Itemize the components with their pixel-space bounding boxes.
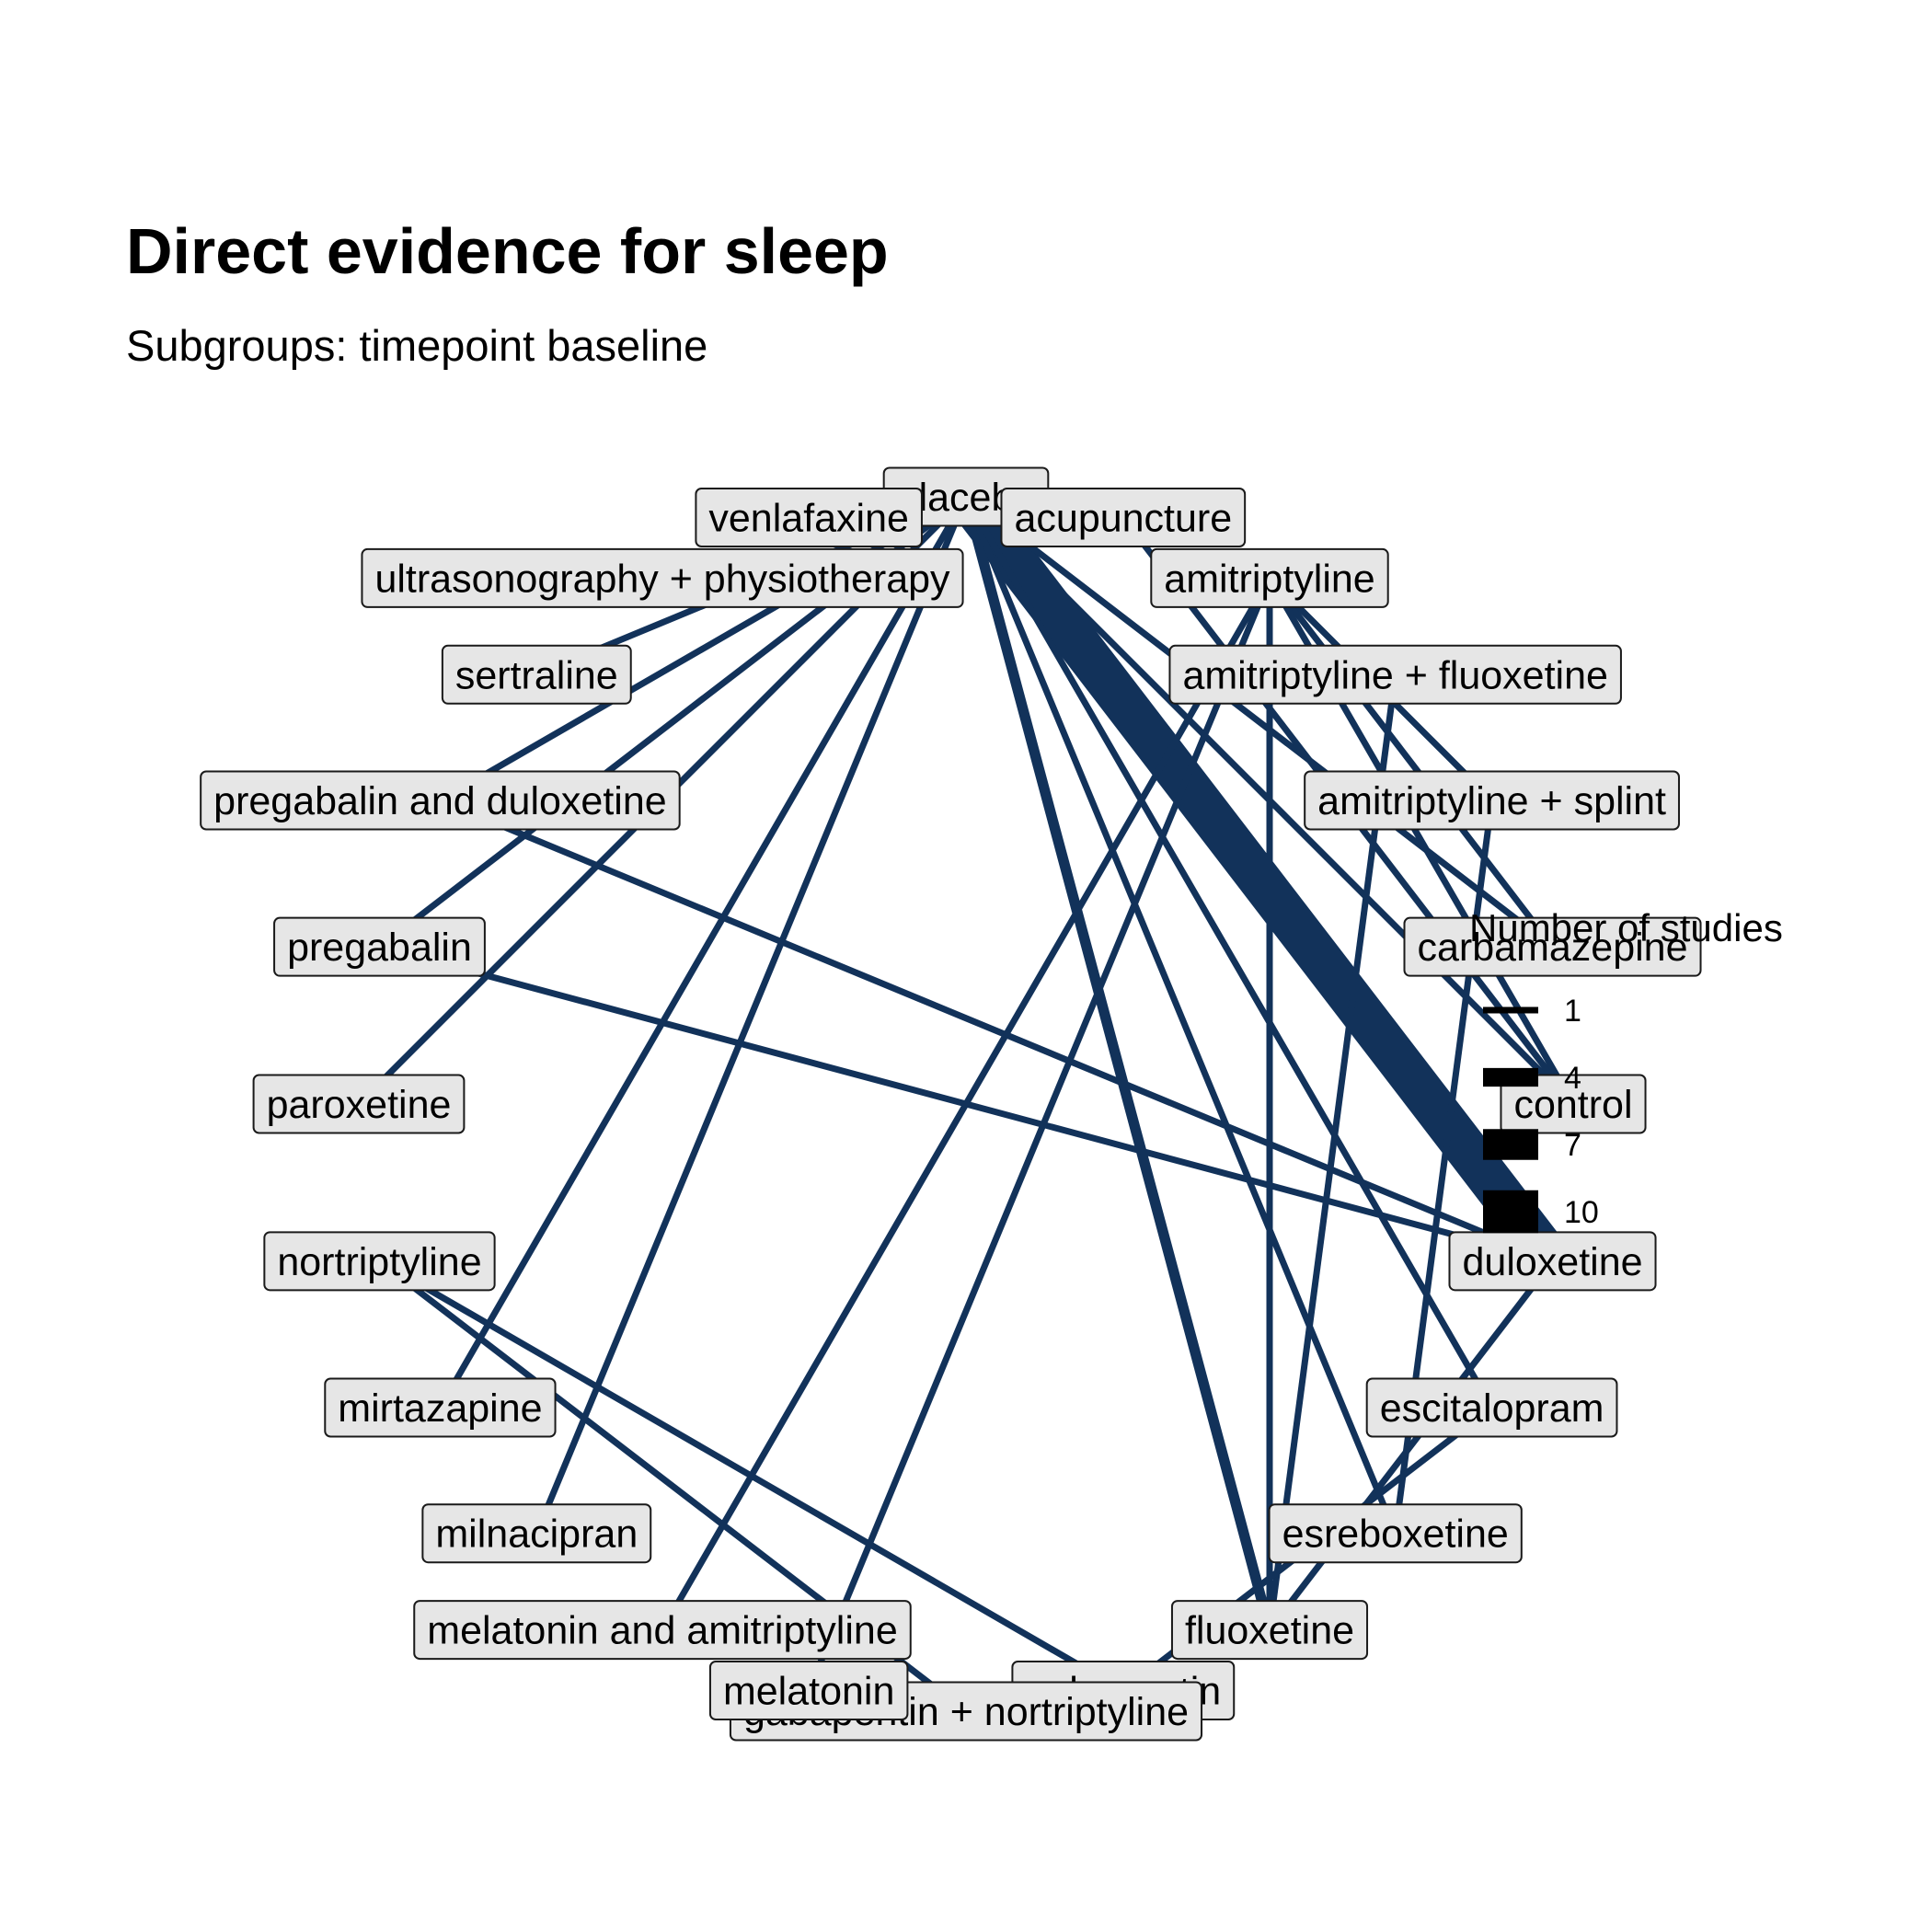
- legend: Number of studies 1 4 7 10: [1469, 906, 1783, 1234]
- node-box: [1268, 1503, 1523, 1564]
- node-box: [421, 1503, 652, 1564]
- edge-placebo-escitalopram: [962, 495, 1495, 1409]
- node-label: amitriptyline: [1164, 557, 1374, 601]
- edge-amitriptyline-melatonin: [805, 577, 1273, 1692]
- legend-label-7: 7: [1564, 1128, 1581, 1163]
- edge-placebo-milnacipran: [534, 495, 970, 1535]
- node-box: [1000, 487, 1247, 547]
- node-box: [263, 1231, 496, 1292]
- node-label: ultrasonography + physiotherapy: [374, 557, 950, 601]
- node-box: [324, 1377, 557, 1438]
- node-box: [1403, 916, 1702, 977]
- node-label: milnacipran: [435, 1512, 638, 1557]
- edge-amitriptyline-carbamazepine: [1267, 576, 1556, 949]
- node-mirtazapine: mirtazapine: [324, 1377, 557, 1438]
- legend-label-10: 10: [1564, 1195, 1599, 1230]
- node-box: [1304, 770, 1680, 831]
- node-melatonin: melatonin: [708, 1661, 909, 1721]
- legend-label-4: 4: [1564, 1061, 1581, 1096]
- node-pregabalin-and-duloxetine: pregabalin and duloxetine: [200, 770, 681, 831]
- node-label: pregabalin and duloxetine: [213, 779, 667, 823]
- node-box: [413, 1600, 912, 1661]
- chart-subtitle: Subgroups: timepoint baseline: [126, 321, 707, 370]
- legend-label-1: 1: [1564, 994, 1581, 1029]
- node-box: [708, 1661, 909, 1721]
- node-label: esreboxetine: [1282, 1512, 1509, 1557]
- node-paroxetine: paroxetine: [252, 1074, 466, 1134]
- nodes: placeboacupunctureamitriptylineamitripty…: [200, 466, 1702, 1742]
- node-esreboxetine: esreboxetine: [1268, 1503, 1523, 1564]
- edge-placebo-fluoxetine: [960, 495, 1275, 1632]
- node-carbamazepine: carbamazepine: [1403, 916, 1702, 977]
- node-label: amitriptyline + splint: [1317, 779, 1666, 823]
- chart-title: Direct evidence for sleep: [126, 215, 889, 287]
- node-ultrasonography-physiotherapy: ultrasonography + physiotherapy: [361, 547, 964, 608]
- node-label: mirtazapine: [338, 1386, 542, 1431]
- node-label: carbamazepine: [1418, 926, 1688, 970]
- edge-duloxetine-pregabalin-and-duloxetine: [439, 797, 1554, 1265]
- node-box: [441, 644, 632, 705]
- node-sertraline: sertraline: [441, 644, 632, 705]
- node-amitriptyline-splint: amitriptyline + splint: [1304, 770, 1680, 831]
- node-melatonin-and-amitriptyline: melatonin and amitriptyline: [413, 1600, 912, 1661]
- legend-title: Number of studies: [1469, 906, 1783, 949]
- edge-placebo-mirtazapine: [437, 495, 970, 1409]
- node-label: control: [1513, 1083, 1632, 1127]
- node-box: [200, 770, 681, 831]
- edge-placebo-duloxetine: [949, 483, 1570, 1275]
- edge-duloxetine-pregabalin: [378, 943, 1554, 1265]
- node-box: [1170, 1600, 1369, 1661]
- node-milnacipran: milnacipran: [421, 1503, 652, 1564]
- node-label: paroxetine: [267, 1083, 452, 1127]
- edge-nortriptyline-gabapentin: [377, 1258, 1125, 1694]
- node-box: [1168, 644, 1622, 705]
- node-fluoxetine: fluoxetine: [1170, 1600, 1369, 1661]
- node-box: [695, 487, 923, 547]
- node-box: [1365, 1377, 1618, 1438]
- edge-amitriptyline-fluoxetine-fluoxetine: [1266, 673, 1399, 1631]
- node-escitalopram: escitalopram: [1365, 1377, 1618, 1438]
- node-label: venlafaxine: [708, 497, 909, 541]
- node-box: [1500, 1074, 1647, 1134]
- node-label: melatonin: [723, 1670, 894, 1714]
- node-amitriptyline: amitriptyline: [1150, 547, 1389, 608]
- node-label: escitalopram: [1380, 1386, 1604, 1431]
- node-duloxetine: duloxetine: [1448, 1231, 1657, 1292]
- node-nortriptyline: nortriptyline: [263, 1231, 496, 1292]
- edge-placebo-esreboxetine: [962, 495, 1398, 1535]
- node-box: [361, 547, 964, 608]
- node-acupuncture: acupuncture: [1000, 487, 1247, 547]
- node-label: nortriptyline: [277, 1240, 481, 1284]
- node-box: [1448, 1231, 1657, 1292]
- edge-placebo-carbamazepine: [963, 494, 1555, 949]
- node-pregabalin: pregabalin: [273, 916, 486, 977]
- node-venlafaxine: venlafaxine: [695, 487, 923, 547]
- node-label: fluoxetine: [1185, 1609, 1354, 1653]
- node-label: amitriptyline + fluoxetine: [1182, 653, 1607, 697]
- node-amitriptyline-fluoxetine: amitriptyline + fluoxetine: [1168, 644, 1622, 705]
- node-label: sertraline: [455, 653, 618, 697]
- node-label: pregabalin: [287, 926, 472, 970]
- node-box: [273, 916, 486, 977]
- edge-duloxetine-fluoxetine: [1267, 1259, 1556, 1632]
- node-box: [252, 1074, 466, 1134]
- node-box: [1150, 547, 1389, 608]
- node-label: duloxetine: [1462, 1240, 1642, 1284]
- edge-placebo-pregabalin-and-duloxetine: [438, 493, 968, 804]
- node-label: acupuncture: [1014, 497, 1232, 541]
- node-label: melatonin and amitriptyline: [427, 1609, 898, 1653]
- node-control: control: [1500, 1074, 1647, 1134]
